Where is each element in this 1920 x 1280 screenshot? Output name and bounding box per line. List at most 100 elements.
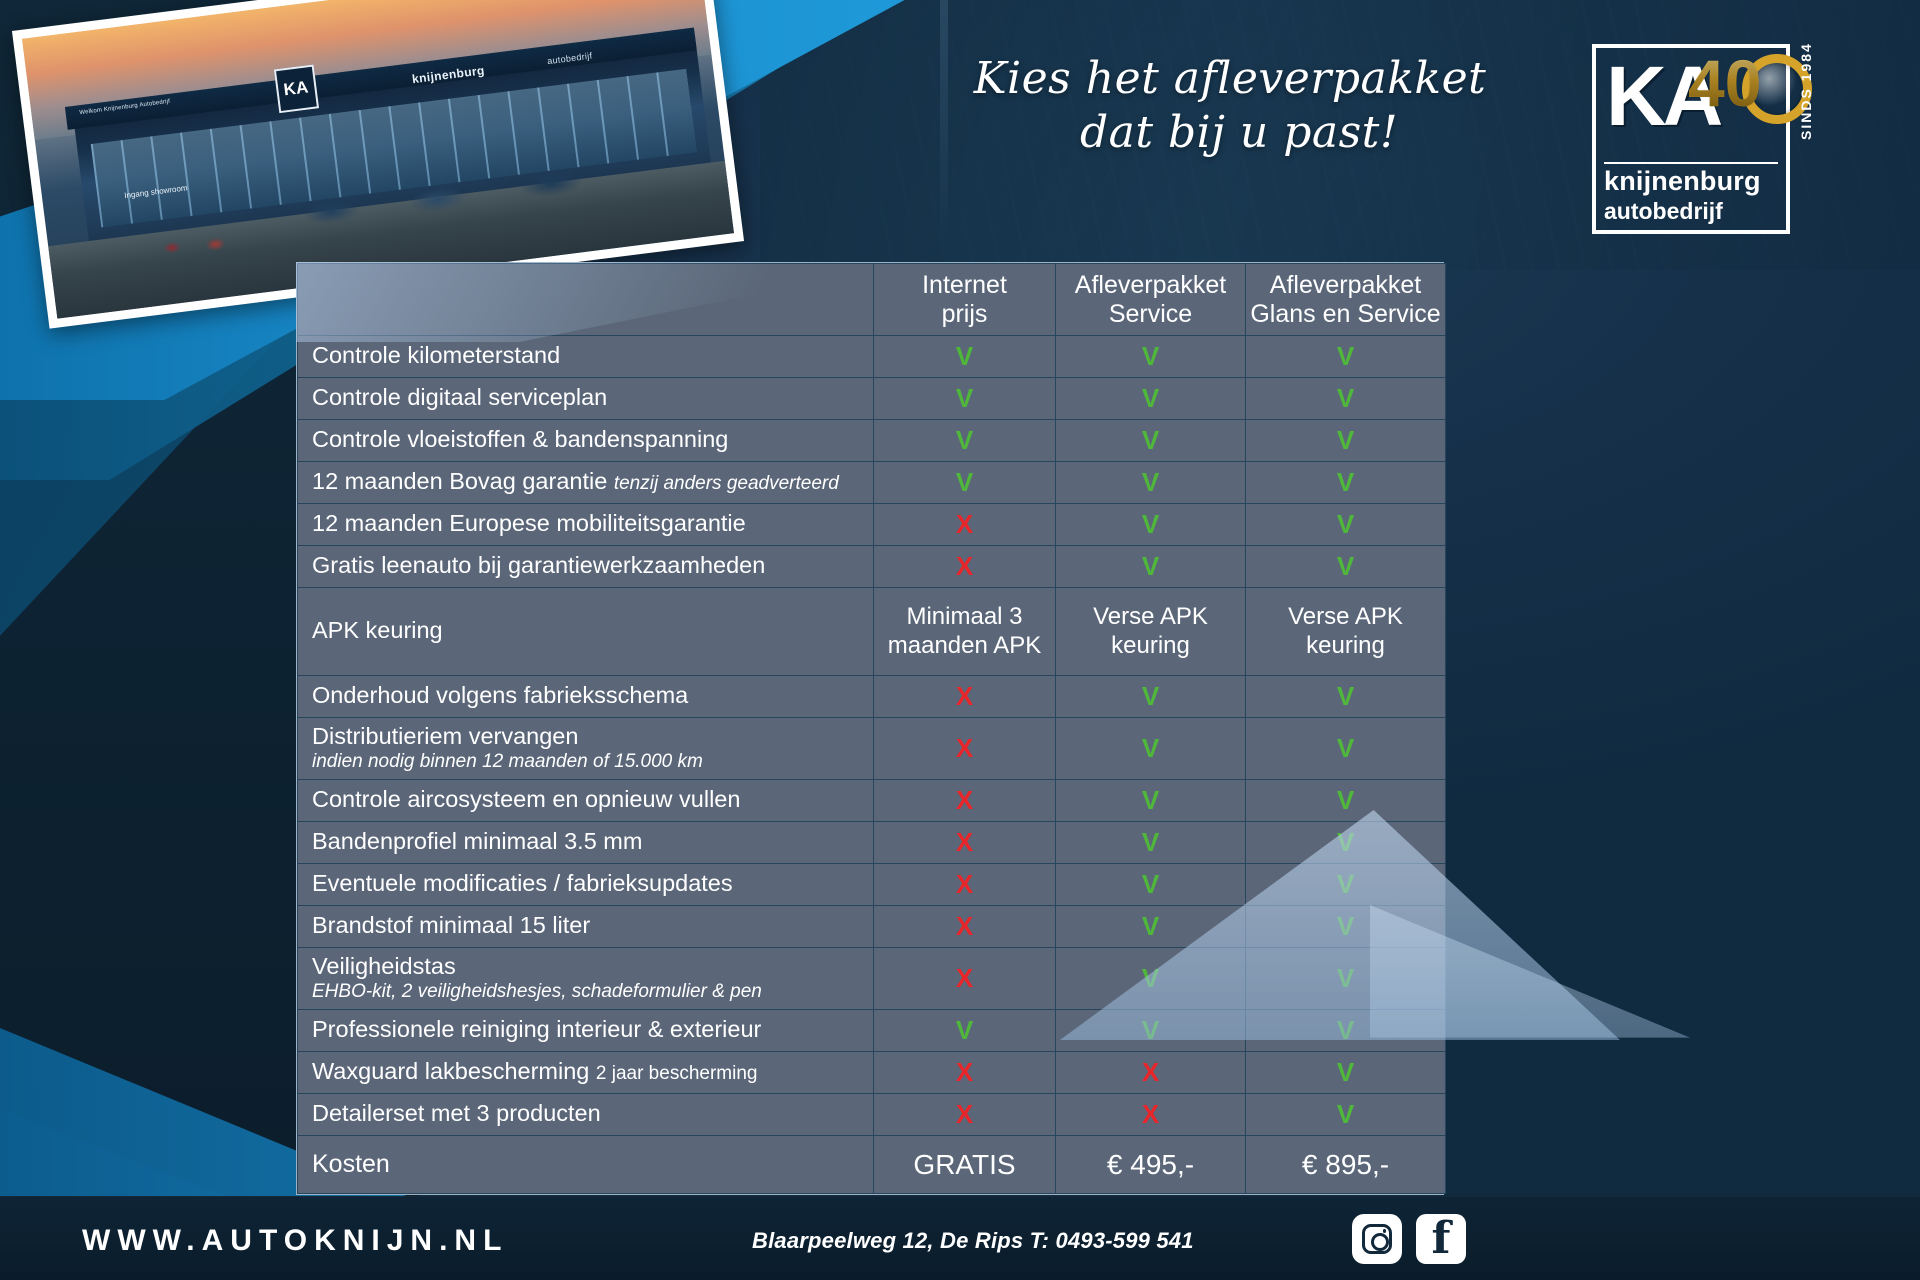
footer-bar: WWW.AUTOKNIJN.NL Blaarpeelweg 12, De Rip… xyxy=(0,1196,1920,1280)
check-mark: V xyxy=(873,377,1056,420)
cross-mark: X xyxy=(873,779,1056,822)
row-label: Professionele reiniging interieur & exte… xyxy=(297,1009,874,1052)
check-mark: V xyxy=(1245,905,1446,948)
table-row: Controle vloeistoffen & bandenspanning V… xyxy=(297,419,1446,462)
row-label: Eventuele modificaties / fabrieksupdates xyxy=(297,863,874,906)
check-mark: V xyxy=(1055,1009,1246,1052)
table-row: Eventuele modificaties / fabrieksupdates… xyxy=(297,863,1446,906)
row-label: 12 maanden Europese mobiliteitsgarantie xyxy=(297,503,874,546)
row-label-main: Eventuele modificaties / fabrieksupdates xyxy=(312,870,733,897)
table-row: APK keuring Minimaal 3 maanden APK Verse … xyxy=(297,587,1446,676)
row-label: Distributieriem vervangen indien nodig b… xyxy=(297,717,874,780)
cross-mark: X xyxy=(1055,1051,1246,1094)
table-row: 12 maanden Europese mobiliteitsgarantie … xyxy=(297,503,1446,546)
check-mark: V xyxy=(873,461,1056,504)
row-label: Detailerset met 3 producten xyxy=(297,1093,874,1136)
table-row: Waxguard lakbescherming 2 jaar beschermi… xyxy=(297,1051,1446,1094)
header-col3-line1: Afleverpakket xyxy=(1269,270,1422,299)
cell-text: Minimaal 3 maanden APK xyxy=(873,587,1056,676)
table-row: Distributieriem vervangen indien nodig b… xyxy=(297,717,1446,780)
check-mark: V xyxy=(1055,461,1246,504)
row-label-subtext: EHBO-kit, 2 veiligheidshesjes, schadefor… xyxy=(312,981,762,1003)
facebook-icon[interactable]: f xyxy=(1416,1214,1466,1264)
facebook-f-glyph: f xyxy=(1431,1213,1451,1264)
table-row: Controle aircosysteem en opnieuw vullen … xyxy=(297,779,1446,822)
header-afleverpakket-glans-service: Afleverpakket Glans en Service xyxy=(1245,263,1446,336)
instagram-icon[interactable] xyxy=(1352,1214,1402,1264)
header-internet-prijs: Internet prijs xyxy=(873,263,1056,336)
cross-mark: X xyxy=(873,717,1056,780)
check-mark: V xyxy=(873,335,1056,378)
table-row: Professionele reiniging interieur & exte… xyxy=(297,1009,1446,1052)
header-afleverpakket-service: Afleverpakket Service xyxy=(1055,263,1246,336)
table-header-row: Internet prijs Afleverpakket Service Afl… xyxy=(297,263,1446,336)
cross-mark: X xyxy=(873,545,1056,588)
cross-mark: X xyxy=(873,821,1056,864)
table-row-cost: Kosten GRATIS € 495,- € 895,- xyxy=(297,1135,1446,1194)
check-mark: V xyxy=(1245,1093,1446,1136)
table-row: Gratis leenauto bij garantiewerkzaamhede… xyxy=(297,545,1446,588)
row-label-main: 12 maanden Europese mobiliteitsgarantie xyxy=(312,510,746,537)
footer-website-url[interactable]: WWW.AUTOKNIJN.NL xyxy=(82,1224,509,1257)
header-col1-line1: Internet xyxy=(922,270,1007,299)
check-mark: V xyxy=(1245,675,1446,718)
check-mark: V xyxy=(1055,335,1246,378)
check-mark: V xyxy=(1055,821,1246,864)
check-mark: V xyxy=(1055,675,1246,718)
cross-mark: X xyxy=(873,863,1056,906)
row-label-main: Waxguard lakbescherming xyxy=(312,1058,596,1085)
cost-value: € 495,- xyxy=(1055,1135,1246,1194)
cell-text: Verse APK keuring xyxy=(1055,587,1246,676)
cross-mark: X xyxy=(873,1051,1056,1094)
row-label-main: Bandenprofiel minimaal 3.5 mm xyxy=(312,828,643,855)
header-col1-line2: prijs xyxy=(941,299,988,328)
check-mark: V xyxy=(1245,821,1446,864)
header-col2-line1: Afleverpakket xyxy=(1074,270,1227,299)
cost-label: Kosten xyxy=(297,1135,874,1194)
row-label-inline-note: tenzij anders geadverteerd xyxy=(613,473,839,495)
check-mark: V xyxy=(1245,717,1446,780)
logo-frame xyxy=(1592,44,1790,234)
package-comparison-table: Internet prijs Afleverpakket Service Afl… xyxy=(296,262,1446,1195)
check-mark: V xyxy=(1245,1051,1446,1094)
row-label-main: Controle aircosysteem en opnieuw vullen xyxy=(312,786,741,813)
row-label-main: Brandstof minimaal 15 liter xyxy=(312,912,591,939)
check-mark: V xyxy=(1245,503,1446,546)
row-label: Waxguard lakbescherming 2 jaar beschermi… xyxy=(297,1051,874,1094)
check-mark: V xyxy=(1245,461,1446,504)
row-label-subtext: indien nodig binnen 12 maanden of 15.000… xyxy=(312,751,703,773)
row-label-main: Gratis leenauto bij garantiewerkzaamhede… xyxy=(312,552,766,579)
check-mark: V xyxy=(873,1009,1056,1052)
row-label: Controle vloeistoffen & bandenspanning xyxy=(297,419,874,462)
row-label: Onderhoud volgens fabrieksschema xyxy=(297,675,874,718)
check-mark: V xyxy=(1055,545,1246,588)
row-label-main: Professionele reiniging interieur & exte… xyxy=(312,1016,762,1043)
check-mark: V xyxy=(1245,863,1446,906)
row-label: Controle aircosysteem en opnieuw vullen xyxy=(297,779,874,822)
logo-divider xyxy=(1604,162,1778,164)
check-mark: V xyxy=(1245,377,1446,420)
cross-mark: X xyxy=(873,503,1056,546)
headline: Kies het afleverpakket dat bij u past! xyxy=(960,52,1500,159)
cross-mark: X xyxy=(873,675,1056,718)
company-logo: KA 40 knijnenburg autobedrijf SINDS 1984 xyxy=(1592,42,1832,234)
row-label-main: 12 maanden Bovag garantie xyxy=(312,468,614,495)
cross-mark: X xyxy=(873,905,1056,948)
header-col2-line2: Service xyxy=(1108,299,1193,328)
check-mark: V xyxy=(1055,503,1246,546)
logo-40-text: 40 xyxy=(1688,46,1762,120)
cost-value: € 895,- xyxy=(1245,1135,1446,1194)
row-label-main: Distributieriem vervangen xyxy=(312,722,579,749)
row-label-main: APK keuring xyxy=(312,617,443,644)
row-label-main: Controle vloeistoffen & bandenspanning xyxy=(312,426,729,453)
header-blank xyxy=(297,263,874,336)
row-label: APK keuring xyxy=(297,587,874,676)
row-label-main: Controle kilometerstand xyxy=(312,342,561,369)
check-mark: V xyxy=(1245,419,1446,462)
check-mark: V xyxy=(1055,905,1246,948)
row-label: Controle kilometerstand xyxy=(297,335,874,378)
cross-mark: X xyxy=(873,947,1056,1010)
